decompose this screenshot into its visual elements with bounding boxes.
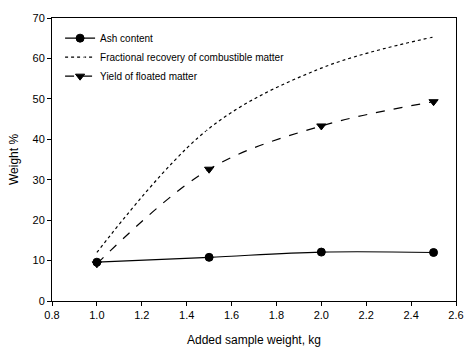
svg-text:1.8: 1.8 bbox=[269, 309, 284, 321]
svg-text:2.4: 2.4 bbox=[403, 309, 418, 321]
svg-text:0.8: 0.8 bbox=[44, 309, 59, 321]
svg-text:Fractional recovery of combust: Fractional recovery of combustible matte… bbox=[100, 52, 284, 63]
svg-text:60: 60 bbox=[33, 52, 45, 64]
svg-text:Weight %: Weight % bbox=[7, 134, 21, 185]
svg-text:2.6: 2.6 bbox=[448, 309, 463, 321]
svg-text:20: 20 bbox=[33, 214, 45, 226]
svg-text:2.2: 2.2 bbox=[359, 309, 374, 321]
svg-text:40: 40 bbox=[33, 133, 45, 145]
svg-text:1.2: 1.2 bbox=[134, 309, 149, 321]
svg-text:Ash content: Ash content bbox=[100, 33, 153, 44]
svg-text:50: 50 bbox=[33, 93, 45, 105]
svg-text:1.4: 1.4 bbox=[179, 309, 194, 321]
svg-text:0: 0 bbox=[39, 295, 45, 307]
svg-text:1.0: 1.0 bbox=[89, 309, 104, 321]
svg-text:Yield of floated matter: Yield of floated matter bbox=[100, 71, 198, 82]
svg-text:30: 30 bbox=[33, 174, 45, 186]
svg-text:10: 10 bbox=[33, 254, 45, 266]
svg-text:70: 70 bbox=[33, 12, 45, 24]
svg-text:1.6: 1.6 bbox=[224, 309, 239, 321]
svg-text:2.0: 2.0 bbox=[314, 309, 329, 321]
svg-text:Added sample weight, kg: Added sample weight, kg bbox=[187, 333, 321, 347]
